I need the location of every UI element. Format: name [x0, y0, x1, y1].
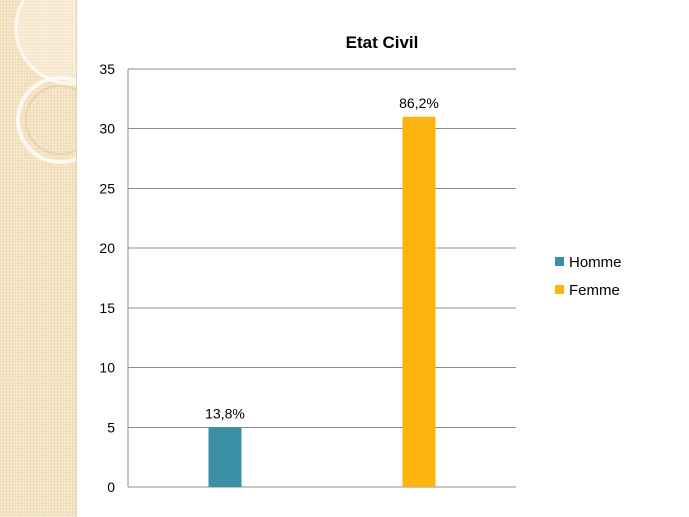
y-tick-label: 15	[99, 300, 115, 316]
decorative-side-strip	[0, 0, 77, 517]
y-tick-label: 35	[99, 61, 115, 77]
y-tick-label: 20	[99, 240, 115, 256]
y-axis-tick-labels: 0 5 10 15 20 25 30 35	[99, 61, 115, 495]
y-tick-label: 5	[107, 419, 115, 435]
legend-swatch-homme	[555, 257, 564, 266]
bars	[208, 116, 436, 488]
data-labels: 13,8% 86,2%	[205, 95, 439, 422]
data-label-femme: 86,2%	[399, 95, 439, 111]
data-label-homme: 13,8%	[205, 405, 245, 421]
grid-lines	[127, 68, 516, 488]
legend-label-homme: Homme	[569, 254, 622, 271]
decorative-rings	[14, 0, 76, 164]
y-tick-label: 0	[107, 479, 115, 495]
chart-title: Etat Civil	[346, 33, 419, 52]
bar-femme	[402, 116, 436, 488]
y-tick-label: 10	[99, 360, 115, 376]
legend-label-femme: Femme	[569, 282, 620, 299]
bar-homme	[208, 427, 242, 487]
y-tick-label: 30	[99, 121, 115, 137]
legend-swatch-femme	[555, 285, 564, 294]
legend: Homme Femme	[555, 254, 622, 299]
y-tick-label: 25	[99, 180, 115, 196]
